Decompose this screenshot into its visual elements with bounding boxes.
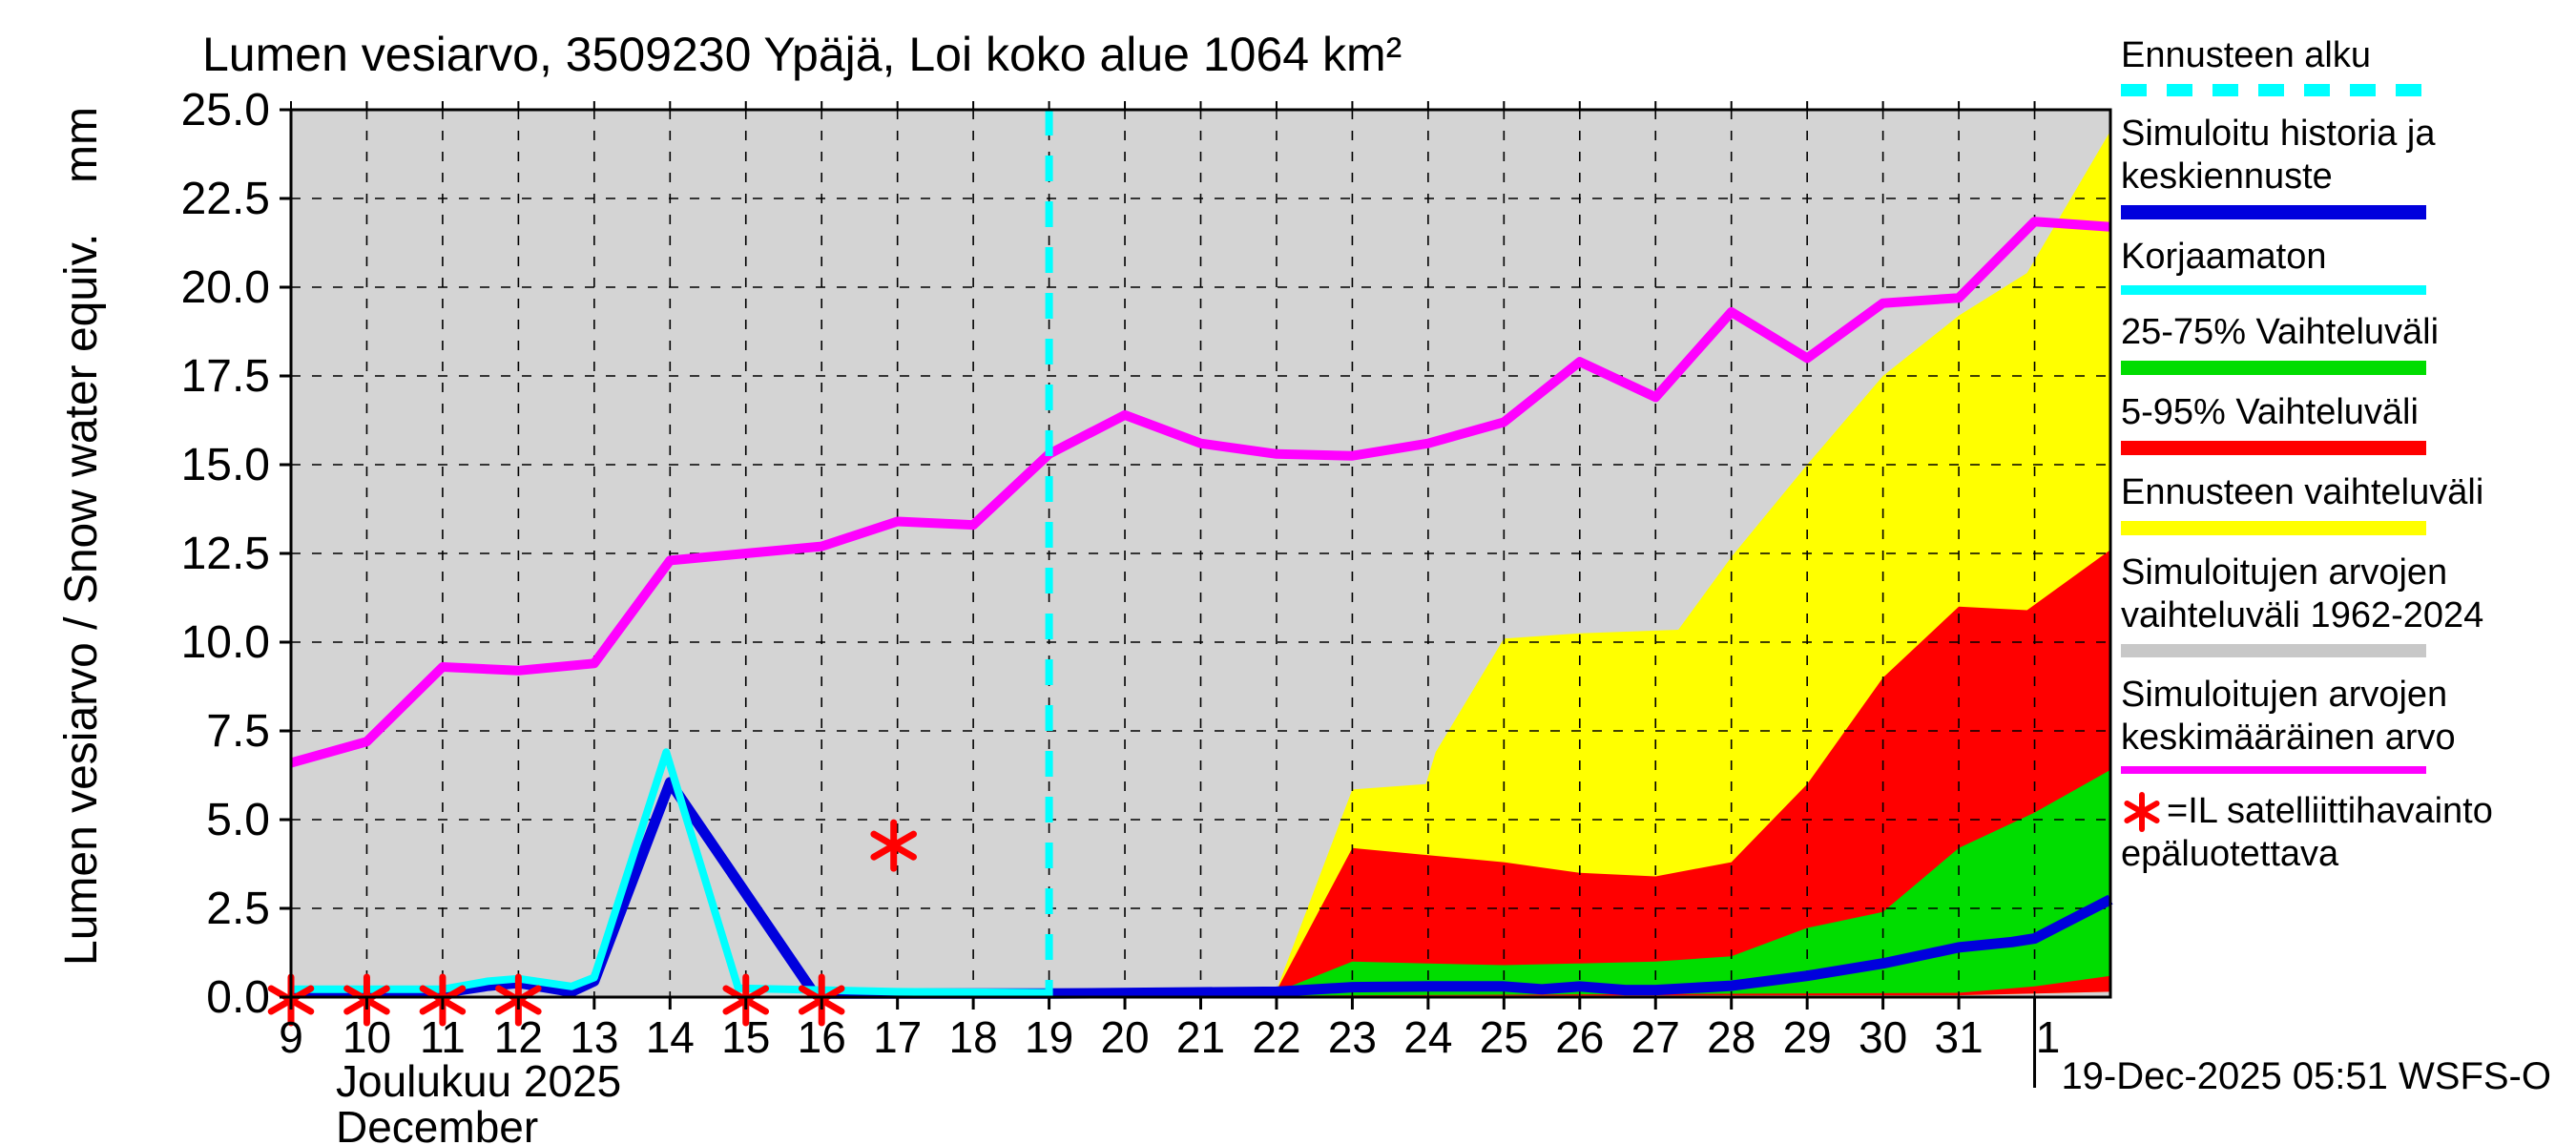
x-tick-label: 16: [798, 1012, 846, 1062]
legend-swatch-line: [2121, 766, 2426, 774]
x-tick-label: 12: [494, 1012, 543, 1062]
x-axis-month-label-fi: Joulukuu 2025: [336, 1056, 622, 1106]
legend-label: Korjaamaton: [2121, 237, 2327, 277]
legend-item-0: Ennusteen alku: [2121, 34, 2565, 96]
y-axis-unit: mm: [56, 107, 107, 183]
y-tick-label: 15.0: [181, 440, 270, 490]
legend-label: keskiennuste: [2121, 156, 2333, 197]
legend-label: 5-95% Vaihteluväli: [2121, 392, 2419, 432]
chart-title: Lumen vesiarvo, 3509230 Ypäjä, Loi koko …: [202, 28, 1402, 81]
legend-label: Simuloitu historia ja: [2121, 114, 2436, 154]
legend-item-8: =IL satelliittihavainto epäluotettava: [2121, 790, 2565, 876]
x-tick-label: 19: [1025, 1012, 1073, 1062]
legend-item-2: Korjaamaton: [2121, 236, 2565, 295]
x-tick-label: 29: [1783, 1012, 1832, 1062]
y-tick-label: 22.5: [181, 174, 270, 224]
x-tick-label: 11: [420, 1012, 466, 1062]
legend-swatch-bar: [2121, 441, 2426, 455]
x-tick-label: 23: [1328, 1012, 1377, 1062]
x-axis-month-label-en: December: [336, 1102, 539, 1145]
y-tick-label: 0.0: [206, 972, 270, 1023]
legend-swatch-bar: [2121, 205, 2426, 219]
x-tick-label: 22: [1252, 1012, 1300, 1062]
legend-swatch-bar: [2121, 285, 2426, 295]
x-tick-label: 20: [1100, 1012, 1149, 1062]
legend-label: =IL satelliittihavainto: [2121, 790, 2565, 833]
y-tick-label: 20.0: [181, 262, 270, 313]
satellite-marker-icon: [2124, 791, 2160, 832]
x-tick-label: 25: [1480, 1012, 1528, 1062]
legend-label: keskimääräinen arvo: [2121, 718, 2456, 758]
x-tick-label: 24: [1403, 1012, 1452, 1062]
x-tick-label: 30: [1859, 1012, 1907, 1062]
band-1: [1277, 550, 2110, 996]
legend-label: epäluotettava: [2121, 834, 2339, 874]
y-tick-label: 12.5: [181, 529, 270, 579]
x-tick-label: 15: [721, 1012, 770, 1062]
y-tick-label: 10.0: [181, 617, 270, 668]
legend-label: Ennusteen vaihteluväli: [2121, 472, 2484, 512]
y-tick-label: 2.5: [206, 884, 270, 934]
x-tick-label: 27: [1631, 1012, 1680, 1062]
x-tick-label: 26: [1555, 1012, 1604, 1062]
satellite-marker-icon: [870, 830, 917, 861]
legend-item-7: Simuloitujen arvojen keskimääräinen arvo: [2121, 674, 2565, 774]
x-tick-label: 28: [1707, 1012, 1755, 1062]
legend-item-4: 5-95% Vaihteluväli: [2121, 391, 2565, 455]
y-axis-label-text: Lumen vesiarvo / Snow water equiv.: [56, 233, 107, 966]
x-tick-label: 1: [2036, 1012, 2061, 1062]
band-2: [1277, 769, 2110, 996]
legend-label: Simuloitujen arvojen: [2121, 675, 2448, 715]
legend-item-5: Ennusteen vaihteluväli: [2121, 471, 2565, 535]
legend-label: vaihteluväli 1962-2024: [2121, 595, 2484, 635]
legend-label: 25-75% Vaihteluväli: [2121, 312, 2440, 352]
x-tick-label: 13: [570, 1012, 618, 1062]
x-tick-label: 31: [1934, 1012, 1983, 1062]
legend-item-1: Simuloitu historia ja keskiennuste: [2121, 113, 2565, 219]
x-tick-label: 17: [873, 1012, 922, 1062]
legend-label: Ennusteen alku: [2121, 35, 2371, 75]
legend-item-3: 25-75% Vaihteluväli: [2121, 311, 2565, 375]
legend-swatch-bar: [2121, 361, 2426, 375]
x-tick-label: 18: [949, 1012, 998, 1062]
x-tick-label: 9: [279, 1012, 303, 1062]
y-axis-label: Lumen vesiarvo / Snow water equiv. mm: [55, 107, 107, 966]
y-tick-label: 17.5: [181, 351, 270, 402]
y-tick-label: 25.0: [181, 85, 270, 135]
legend-label: Simuloitujen arvojen: [2121, 552, 2448, 593]
x-tick-label: 14: [646, 1012, 695, 1062]
legend-swatch-bar: [2121, 521, 2426, 535]
timestamp-watermark: 19-Dec-2025 05:51 WSFS-O: [2061, 1055, 2551, 1097]
legend-item-6: Simuloitujen arvojen vaihteluväli 1962-20…: [2121, 552, 2565, 657]
legend: Ennusteen alku Simuloitu historia ja keski…: [2121, 34, 2565, 892]
x-tick-label: 10: [343, 1012, 391, 1062]
y-tick-label: 5.0: [206, 795, 270, 845]
legend-swatch-bar: [2121, 644, 2426, 657]
y-tick-label: 7.5: [206, 706, 270, 757]
line-simulated-mean: [289, 217, 2111, 768]
x-tick-label: 21: [1176, 1012, 1225, 1062]
legend-swatch-dashed-line: [2121, 84, 2426, 96]
